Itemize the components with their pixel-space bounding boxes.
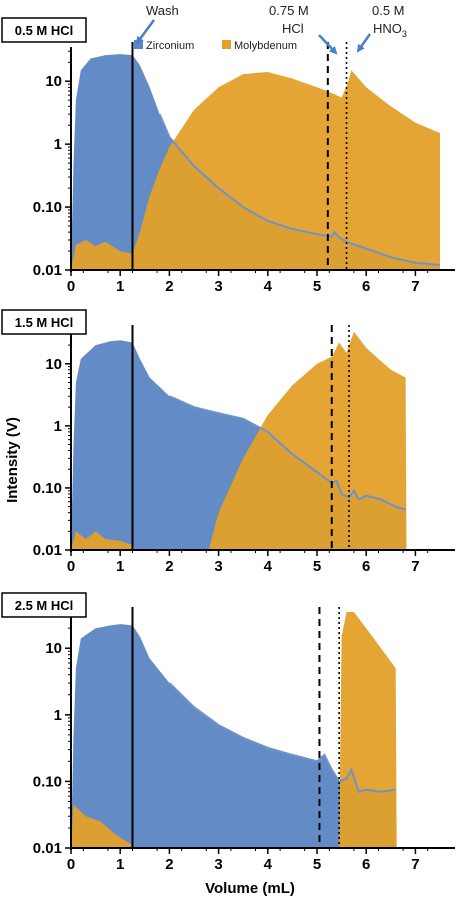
x-tick-label: 4 bbox=[264, 278, 273, 295]
x-tick-label: 3 bbox=[214, 856, 222, 873]
series-area-molybdenum bbox=[71, 331, 407, 550]
panel-label-box bbox=[1, 17, 87, 43]
x-tick-label: 3 bbox=[214, 558, 222, 575]
series-line-zirconium bbox=[168, 682, 396, 793]
hcl-concentration-annotation: 0.75 M bbox=[269, 3, 309, 18]
y-tick-label: 1 bbox=[54, 418, 62, 435]
legend-swatch-molybdenum bbox=[222, 40, 231, 49]
panel-3: 0.01 0.10 1 10 0 1 2 3 4 5 6 7 2.5 M HCl bbox=[1, 592, 455, 873]
annotations: Wash 0.75 M HCl 0.5 M HNO3 bbox=[135, 3, 407, 55]
wash-annotation: Wash bbox=[146, 3, 179, 18]
x-tick-label: 1 bbox=[116, 558, 124, 575]
x-tick-label: 6 bbox=[362, 856, 370, 873]
legend-label-zirconium: Zirconium bbox=[146, 40, 194, 52]
x-tick-label: 2 bbox=[165, 558, 173, 575]
y-tick-label: 10 bbox=[45, 356, 62, 373]
y-tick-label: 0.10 bbox=[33, 480, 62, 497]
series-area-molybdenum bbox=[71, 70, 440, 270]
legend-label-molybdenum: Molybdenum bbox=[234, 40, 297, 52]
y-tick-label: 10 bbox=[45, 73, 62, 90]
x-tick-label: 1 bbox=[116, 278, 124, 295]
x-tick-label: 5 bbox=[313, 558, 321, 575]
panel-label: 0.5 M HCl bbox=[15, 23, 74, 38]
x-tick-label: 3 bbox=[214, 278, 222, 295]
y-tick-label: 0.10 bbox=[33, 773, 62, 790]
y-tick-label: 0.01 bbox=[33, 262, 62, 279]
x-tick-label: 7 bbox=[411, 856, 419, 873]
x-tick-label: 5 bbox=[313, 856, 321, 873]
y-tick-label: 1 bbox=[54, 707, 62, 724]
x-tick-label: 2 bbox=[165, 856, 173, 873]
y-tick-label: 0.01 bbox=[33, 840, 62, 857]
panel-label-box bbox=[1, 309, 87, 335]
panel-label: 2.5 M HCl bbox=[15, 598, 74, 613]
panel-label: 1.5 M HCl bbox=[15, 315, 74, 330]
x-axis-label: Volume (mL) bbox=[205, 880, 295, 897]
panel-2: 0.01 0.10 1 10 0 1 2 3 4 5 6 7 1.5 M HCl bbox=[1, 309, 455, 575]
x-tick-label: 1 bbox=[116, 856, 124, 873]
y-axis-label: Intensity (V) bbox=[4, 417, 21, 503]
hno3-arrow bbox=[356, 33, 372, 53]
x-tick-label: 7 bbox=[411, 278, 419, 295]
y-tick-label: 1 bbox=[54, 136, 62, 153]
x-tick-label: 2 bbox=[165, 278, 173, 295]
hcl-arrow bbox=[318, 34, 338, 55]
y-tick-label: 0.10 bbox=[33, 199, 62, 216]
x-tick-label: 6 bbox=[362, 558, 370, 575]
series-line-zirconium bbox=[168, 395, 406, 511]
hcl-annotation: HCl bbox=[282, 21, 304, 36]
x-tick-label: 0 bbox=[67, 856, 75, 873]
y-tick-label: 10 bbox=[45, 640, 62, 657]
series-area-zirconium bbox=[71, 624, 396, 848]
x-tick-label: 6 bbox=[362, 278, 370, 295]
x-tick-label: 4 bbox=[264, 558, 273, 575]
legend: Zirconium Molybdenum bbox=[134, 40, 297, 52]
x-tick-label: 0 bbox=[67, 558, 75, 575]
series-area-molybdenum bbox=[71, 612, 397, 848]
series-line-zirconium bbox=[158, 113, 441, 266]
wash-arrow bbox=[135, 19, 156, 45]
y-tick-label: 0.01 bbox=[33, 542, 62, 559]
x-tick-label: 5 bbox=[313, 278, 321, 295]
hno3-concentration-annotation: 0.5 M bbox=[372, 3, 405, 18]
x-tick-label: 0 bbox=[67, 278, 75, 295]
x-tick-label: 4 bbox=[264, 856, 273, 873]
hno3-annotation: HNO3 bbox=[373, 21, 407, 39]
x-tick-label: 7 bbox=[411, 558, 419, 575]
panel-1: 0.01 0.10 1 10 0 1 2 3 4 5 6 7 0.5 M HCl bbox=[1, 17, 455, 295]
panel-label-box bbox=[1, 592, 87, 618]
